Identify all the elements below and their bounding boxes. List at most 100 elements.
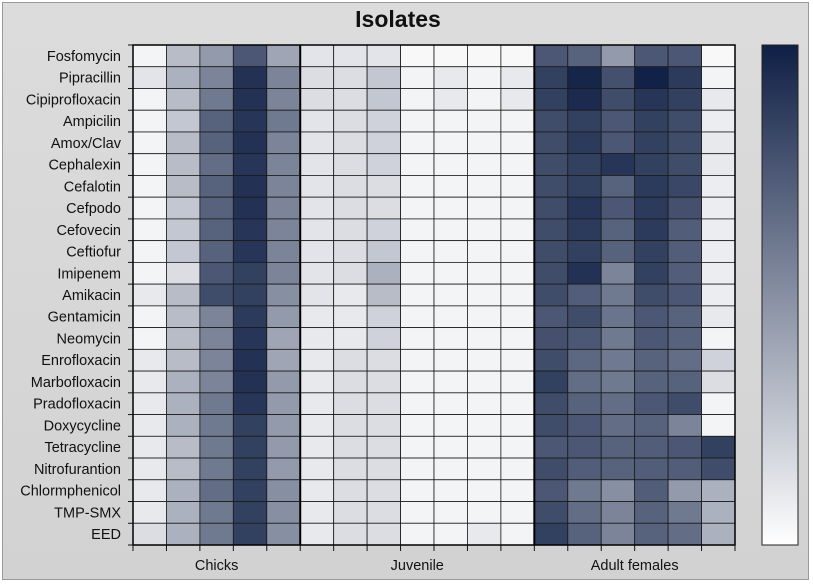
row-label: Marbofloxacin [31,375,121,391]
heatmap-cell [266,522,301,546]
heatmap-cell [533,109,569,133]
heatmap-cell [166,261,201,285]
heatmap-cell [266,501,301,524]
heatmap-cell [533,435,569,459]
heatmap-cell [567,522,602,546]
heatmap-cell [199,348,234,372]
heatmap-cell [299,457,335,481]
heatmap-cell [634,479,669,502]
row-label: Cephalexin [48,158,121,174]
heatmap-cell [232,196,268,220]
heatmap-cell [266,66,301,89]
heatmap-cell [266,131,301,155]
heatmap-cell [600,88,636,111]
heatmap-cell [199,479,234,502]
heatmap-cell [132,240,167,263]
heatmap-cell [567,414,602,437]
heatmap-cell [333,305,368,329]
heatmap-cell [567,305,602,329]
heatmap-cell [299,44,335,68]
heatmap-cell [132,479,167,502]
heatmap-cell [132,218,167,242]
heatmap-cell [567,109,602,133]
heatmap-cell [634,414,669,437]
heatmap-cell [299,283,335,307]
heatmap-cell [199,457,234,481]
heatmap-cell [567,131,602,155]
heatmap-cell [299,479,335,502]
heatmap-cell [634,240,669,263]
heatmap-cell [634,109,669,133]
heatmap-cell [667,283,702,307]
heatmap-cell [567,44,602,68]
heatmap-cell [400,109,435,133]
heatmap-cell [299,131,335,155]
heatmap-cell [166,327,201,350]
heatmap-cell [333,88,368,111]
heatmap-cell [366,44,401,68]
heatmap-cell [634,283,669,307]
heatmap-cell [701,457,736,481]
heatmap-cell [467,479,502,502]
heatmap-cell [132,348,167,372]
heatmap-cell [232,240,268,263]
heatmap-cell [433,327,468,350]
heatmap-cell [199,153,234,176]
heatmap-cell [701,131,736,155]
heatmap-cell [266,370,301,394]
heatmap-cell [132,501,167,524]
heatmap-cell [366,283,401,307]
heatmap-cell [567,261,602,285]
heatmap-cell [701,501,736,524]
heatmap-cell [467,522,502,546]
heatmap-cell [266,88,301,111]
heatmap-cell [500,44,535,68]
heatmap-cell [467,283,502,307]
heatmap-cell [433,196,468,220]
heatmap-cell [299,218,335,242]
heatmap-cell [166,66,201,89]
heatmap-cell [500,522,535,546]
heatmap-cell [166,457,201,481]
heatmap-cell [266,435,301,459]
heatmap-cell [433,392,468,415]
heatmap-cell [533,153,569,176]
heatmap-cell [333,240,368,263]
heatmap-cell [232,109,268,133]
heatmap-cell [467,44,502,68]
heatmap-cell [132,522,167,546]
heatmap-cell [667,327,702,350]
heatmap-cell [533,501,569,524]
group-label: Juvenile [391,558,444,574]
heatmap-cell [600,175,636,198]
heatmap-cell [467,261,502,285]
heatmap-cells [132,44,736,546]
heatmap-cell [199,435,234,459]
heatmap-cell [166,240,201,263]
heatmap-cell [567,153,602,176]
heatmap-cell [667,88,702,111]
heatmap-cell [433,305,468,329]
heatmap-cell [500,305,535,329]
heatmap-cell [299,88,335,111]
heatmap-cell [299,153,335,176]
heatmap-cell [567,283,602,307]
heatmap-cell [600,153,636,176]
heatmap-cell [467,66,502,89]
heatmap-cell [500,261,535,285]
heatmap-cell [667,218,702,242]
group-label: Adult females [591,558,679,574]
heatmap-cell [199,370,234,394]
heatmap-cell [266,392,301,415]
heatmap-cell [500,392,535,415]
heatmap-cell [232,348,268,372]
heatmap-cell [533,522,569,546]
heatmap-cell [533,218,569,242]
heatmap-cell [366,479,401,502]
heatmap-cell [567,66,602,89]
heatmap-cell [232,153,268,176]
heatmap-cell [667,153,702,176]
heatmap-cell [600,457,636,481]
heatmap-cell [166,370,201,394]
heatmap-cell [232,435,268,459]
